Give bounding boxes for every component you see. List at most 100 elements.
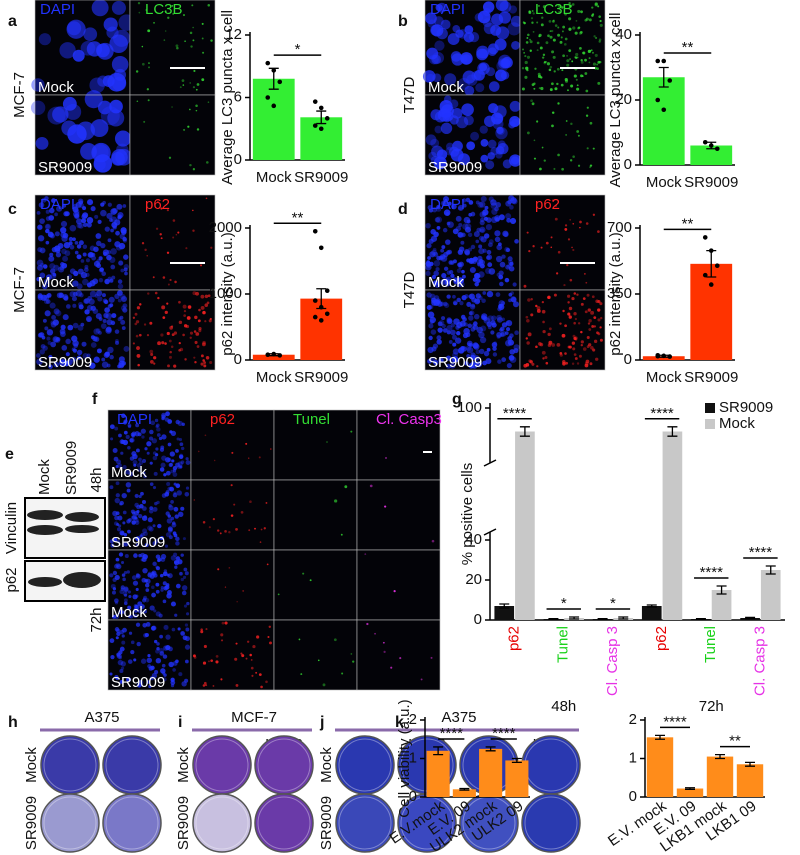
cell [116, 653, 122, 659]
cell [153, 21, 155, 24]
cell [177, 627, 181, 631]
cell [514, 239, 519, 244]
cell [544, 356, 548, 359]
cell [201, 22, 204, 25]
cell [508, 5, 518, 14]
cell [142, 459, 147, 464]
cell [550, 236, 553, 239]
cell [173, 331, 178, 335]
cell [495, 201, 502, 208]
legend-swatch [705, 403, 715, 413]
cell [165, 583, 170, 587]
cell [163, 645, 169, 651]
significance-label: **** [650, 405, 674, 422]
bar [252, 78, 295, 160]
cell [566, 294, 571, 298]
cell [45, 224, 50, 229]
cell [112, 587, 117, 591]
cell [137, 601, 143, 607]
cell [172, 219, 176, 222]
cell [144, 447, 148, 451]
cell [123, 541, 129, 547]
cell [500, 71, 510, 80]
cell [436, 2, 447, 13]
cell [430, 138, 440, 148]
cell [452, 342, 457, 347]
cell [149, 605, 155, 611]
cell [121, 326, 126, 330]
cell [509, 217, 517, 225]
y-axis-label: Average LC3 puncta x cell [219, 10, 236, 185]
cell [194, 360, 197, 364]
plate-rim [43, 796, 97, 850]
cell [180, 446, 185, 451]
cell [175, 44, 179, 48]
y-tick-label: 2 [409, 711, 417, 728]
cell [104, 307, 110, 313]
data-point [667, 78, 673, 83]
cell [490, 320, 496, 326]
cell [39, 349, 45, 355]
cell [350, 430, 353, 433]
cell [186, 316, 191, 320]
cell [495, 145, 505, 155]
cell [449, 269, 454, 275]
cell [432, 52, 445, 64]
cell [72, 322, 79, 329]
cell [493, 341, 497, 345]
cell [158, 436, 163, 441]
cell [148, 66, 150, 69]
cell [260, 685, 263, 689]
cell [114, 627, 120, 632]
cell [178, 454, 184, 460]
cell [141, 242, 145, 245]
cell [46, 329, 54, 336]
cell [509, 261, 514, 267]
cell [160, 557, 166, 562]
error-bar [745, 616, 756, 620]
channel-label: Tunel [293, 411, 330, 428]
cell [462, 274, 466, 279]
cell [119, 589, 124, 595]
plate-rim [257, 796, 311, 850]
cell [180, 460, 185, 464]
cell [117, 283, 124, 290]
lane-label: Mock [36, 459, 53, 495]
cell [510, 291, 514, 295]
cell [195, 291, 200, 296]
cell [456, 277, 463, 284]
cell [268, 625, 271, 628]
micrograph-bg [520, 0, 605, 95]
cell [157, 200, 159, 203]
cell [171, 627, 176, 632]
cell [82, 278, 89, 286]
cell [76, 254, 82, 260]
cell [95, 233, 102, 239]
cell [446, 294, 451, 299]
cell [526, 37, 529, 39]
cell [98, 277, 104, 283]
cell [152, 506, 158, 512]
cell [426, 263, 431, 268]
cell [495, 292, 501, 297]
cell [123, 345, 130, 352]
cell [476, 227, 482, 233]
blot-band [28, 577, 62, 587]
cell [428, 238, 434, 244]
cell [86, 199, 94, 206]
cell [459, 320, 466, 327]
cell [132, 511, 136, 515]
y-tick-label: 0 [624, 156, 632, 173]
cell [183, 567, 188, 572]
cell [141, 435, 145, 439]
cell [119, 315, 124, 320]
cell [62, 314, 69, 321]
cell [465, 345, 472, 351]
cell [135, 573, 140, 578]
cell [165, 490, 170, 495]
cell [170, 555, 177, 561]
x-tick-label: Mock [646, 174, 682, 191]
panel-letter: f [92, 391, 98, 408]
cell [433, 251, 439, 257]
cell [446, 325, 453, 332]
